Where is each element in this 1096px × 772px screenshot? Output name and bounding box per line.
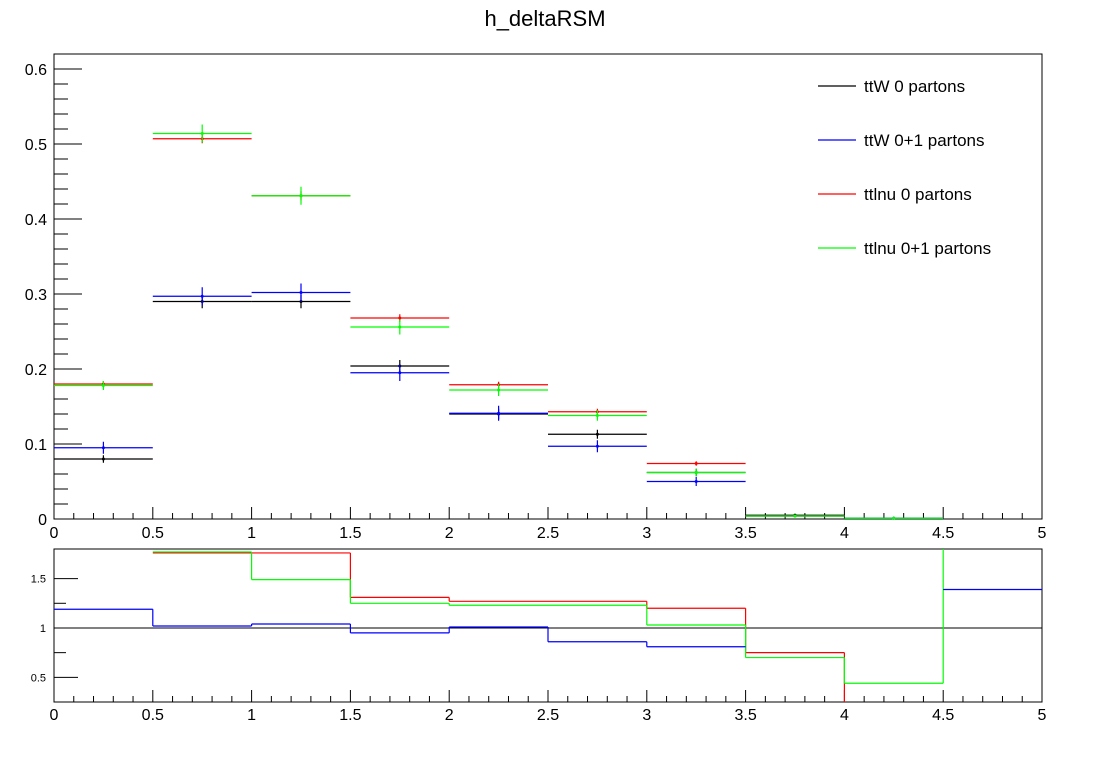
main-xtick-label-10: 5 <box>1038 525 1047 542</box>
main-plot: 0 0.5 1 1.5 2 2.5 3 3.5 4 4.5 5 0 0.1 0.2 0.3 0.4 0.5 0.6 <box>25 53 1047 542</box>
series-2 <box>54 134 845 518</box>
ratio-xtick-label-0: 0 <box>50 707 59 724</box>
main-xtick-label-2: 1 <box>247 525 256 542</box>
ratio-series-1 <box>152 549 944 684</box>
series-3-point-2 <box>299 194 303 198</box>
series-1-point-4 <box>497 411 501 415</box>
ratio-xtick-label-3: 1.5 <box>339 707 361 724</box>
series-3-point-4 <box>497 388 501 392</box>
main-xtick-label-0: 0 <box>50 525 59 542</box>
legend-label-1: ttW 0+1 partons <box>864 131 984 150</box>
ratio-ytick-label-1: 1 <box>40 623 46 635</box>
chart-title: h_deltaRSM <box>484 6 605 31</box>
ratio-ytick-label-2: 1.5 <box>31 574 46 586</box>
series-3-point-1 <box>200 132 204 135</box>
ratio-xtick-label-8: 4 <box>840 707 849 724</box>
legend-label-2: ttlnu 0 partons <box>864 185 972 204</box>
series-3-point-7 <box>793 514 797 518</box>
ratio-xtick-label-2: 1 <box>247 707 256 724</box>
main-ytick-label-2: 0.2 <box>25 362 47 379</box>
ratio-series-2 <box>54 588 1042 648</box>
main-xtick-label-8: 4 <box>840 525 849 542</box>
main-ytick-label-0: 0 <box>38 512 47 529</box>
main-xtick-label-6: 3 <box>642 525 651 542</box>
main-frame <box>53 53 1043 520</box>
series-2-point-3 <box>398 316 402 320</box>
series-1-point-5 <box>595 444 599 448</box>
main-ytick-label-4: 0.4 <box>25 212 47 229</box>
ratio-xtick-label-5: 2.5 <box>537 707 559 724</box>
series-1-point-6 <box>694 480 698 483</box>
series-0-point-5 <box>595 432 599 436</box>
main-ytick-label-5: 0.5 <box>25 137 47 154</box>
ratio-xtick-label-10: 5 <box>1038 707 1047 724</box>
series-1-point-1 <box>200 294 204 298</box>
main-xtick-label-7: 3.5 <box>734 525 756 542</box>
ratio-ytick-label-0: 0.5 <box>31 672 46 684</box>
series-3 <box>54 124 944 520</box>
series-1 <box>54 283 944 520</box>
main-xtick-label-5: 2.5 <box>537 525 559 542</box>
series-3-point-3 <box>398 325 402 329</box>
main-xtick-label-1: 0.5 <box>142 525 164 542</box>
series-1-point-0 <box>101 446 105 450</box>
ratio-plot: 0 0.5 1 1.5 2 2.5 3 3.5 4 4.5 5 0.5 1 1.5 <box>31 548 1047 724</box>
series-3-point-8 <box>892 516 896 520</box>
ratio-xtick-label-9: 4.5 <box>932 707 954 724</box>
series-0-point-0 <box>101 457 105 461</box>
main-ytick-label-1: 0.1 <box>25 437 47 454</box>
series-3-point-0 <box>101 384 105 387</box>
main-xtick-label-4: 2 <box>445 525 454 542</box>
main-ytick-label-3: 0.3 <box>25 287 47 304</box>
legend: ttW 0 partons ttW 0+1 partons ttlnu 0 part… <box>818 77 991 258</box>
series-1-point-2 <box>299 291 303 294</box>
legend-label-0: ttW 0 partons <box>864 77 965 96</box>
ratio-xtick-label-7: 3.5 <box>734 707 756 724</box>
series-3-point-6 <box>694 471 698 474</box>
main-xtick-label-9: 4.5 <box>932 525 954 542</box>
ratio-xtick-label-6: 3 <box>642 707 651 724</box>
legend-label-3: ttlnu 0+1 partons <box>864 239 991 258</box>
ratio-xtick-label-1: 0.5 <box>142 707 164 724</box>
series-2-point-6 <box>694 462 698 465</box>
series-1-point-3 <box>398 371 402 375</box>
series-3-point-5 <box>595 414 599 417</box>
main-xtick-label-3: 1.5 <box>339 525 361 542</box>
ratio-xtick-label-4: 2 <box>445 707 454 724</box>
main-ytick-label-6: 0.6 <box>25 62 47 79</box>
